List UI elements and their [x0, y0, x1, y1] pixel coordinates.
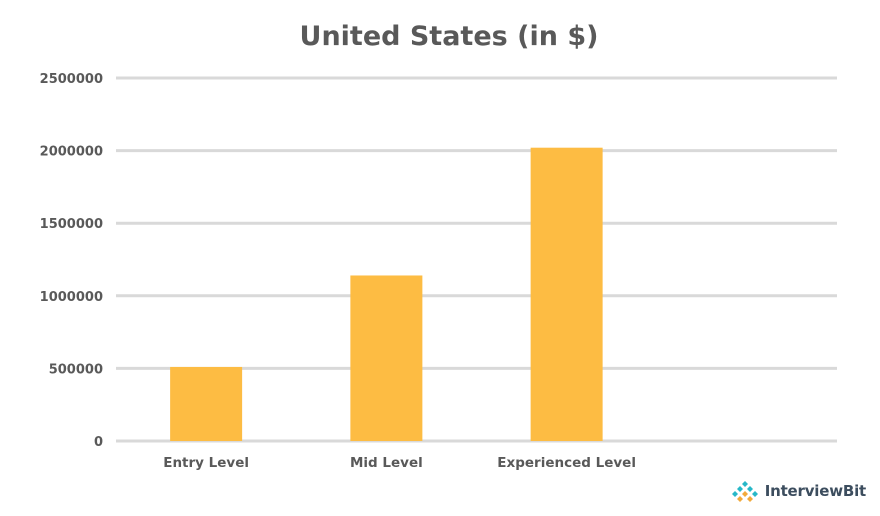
chart-title: United States (in $): [300, 21, 599, 52]
x-axis-category-labels: Entry Level Mid Level Experienced Level: [163, 455, 636, 471]
y-tick-label: 2000000: [40, 145, 103, 160]
bar-mid-level: [350, 275, 423, 441]
x-category-label: Entry Level: [163, 455, 249, 471]
bar-experienced-level: [530, 147, 603, 442]
logo-text: InterviewBit: [764, 482, 866, 500]
x-category-label: Mid Level: [350, 455, 423, 471]
y-tick-label: 2500000: [40, 72, 103, 87]
y-tick-label: 0: [94, 435, 103, 450]
bar-entry-level: [170, 366, 243, 441]
y-axis-tick-labels: 0 500000 1000000 1500000 2000000 2500000: [40, 72, 103, 450]
interviewbit-logo: InterviewBit: [729, 480, 866, 502]
y-tick-label: 500000: [49, 362, 103, 377]
interviewbit-logo-icon: [731, 481, 758, 502]
y-tick-label: 1000000: [40, 290, 103, 305]
y-tick-label: 1500000: [40, 217, 103, 232]
bars: [170, 147, 603, 442]
x-category-label: Experienced Level: [497, 455, 636, 471]
